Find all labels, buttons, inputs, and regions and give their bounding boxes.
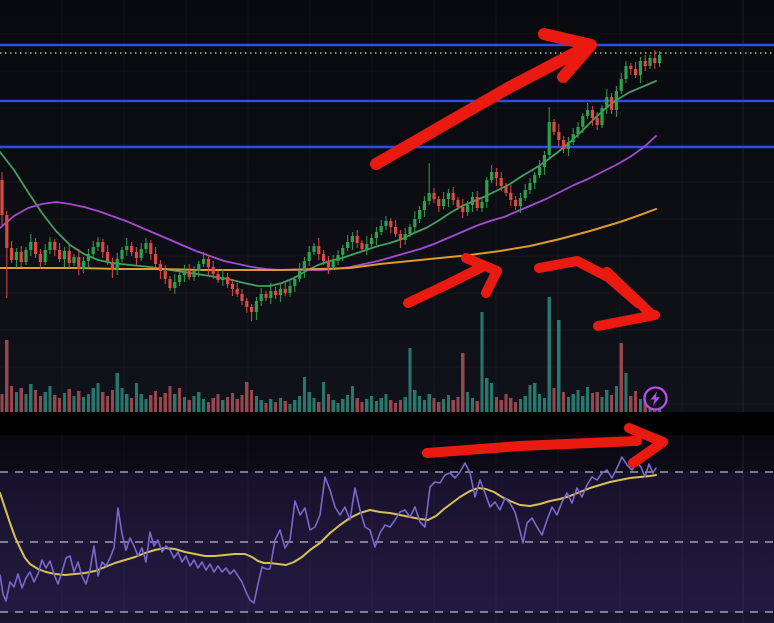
rsi-purple <box>0 456 657 604</box>
rsi-grid <box>742 435 744 623</box>
main-panel-background <box>0 0 774 412</box>
rsi-level-lines <box>0 471 774 613</box>
momentum-flat-arrow[interactable] <box>422 423 668 468</box>
breakout-arrow[interactable] <box>403 253 502 308</box>
rollover-arrow[interactable] <box>534 256 660 331</box>
lightning-bolt-icon <box>643 386 668 411</box>
candlesticks <box>0 50 662 321</box>
rsi-band-fill <box>0 472 774 612</box>
ma-slow-orange <box>0 208 657 271</box>
panel-divider <box>0 412 774 435</box>
rsi-panel-background <box>0 435 774 623</box>
ma-fast-green <box>0 80 657 287</box>
main-price-panel[interactable] <box>0 0 774 412</box>
moving-average-lines <box>0 80 657 287</box>
rsi-panel[interactable] <box>0 435 774 623</box>
annotation-arrows[interactable] <box>370 28 668 468</box>
trend-up-arrow[interactable] <box>370 28 597 170</box>
volume-bars <box>0 297 662 412</box>
rsi-ma-yellow <box>0 474 657 576</box>
grid <box>742 0 744 412</box>
quick-action-button[interactable] <box>642 385 669 412</box>
rsi-lines <box>0 456 657 604</box>
